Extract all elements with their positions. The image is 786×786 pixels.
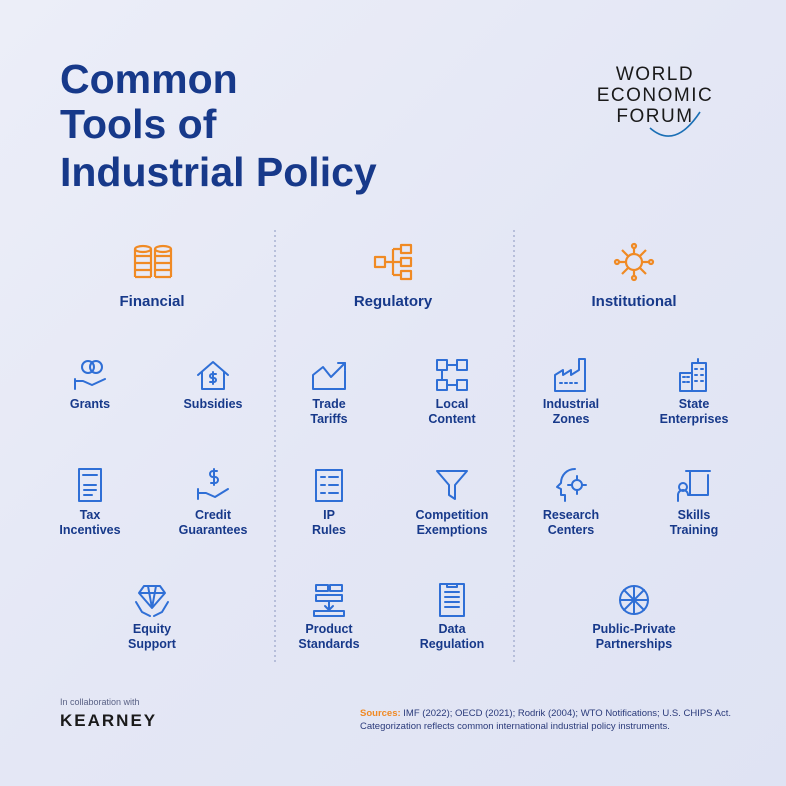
tool-icon xyxy=(78,468,102,502)
tool-label: IP xyxy=(323,508,335,522)
icon-shape xyxy=(209,468,219,486)
icon-shape xyxy=(320,476,339,494)
logo-text: ECONOMIC xyxy=(597,85,714,106)
tool-label: Competition xyxy=(416,508,489,522)
tool-icon xyxy=(312,362,346,390)
tool-label: Industrial xyxy=(543,397,599,411)
tool-label: Support xyxy=(128,637,177,651)
title-line: Tools of xyxy=(60,101,217,147)
tool-label: State xyxy=(679,397,710,411)
tool-icon xyxy=(556,468,587,502)
note: Categorization reflects common internati… xyxy=(360,721,670,732)
icon-shape xyxy=(439,583,465,617)
icon-shape xyxy=(567,475,587,495)
icon-shape xyxy=(312,362,346,390)
tool-label: Product xyxy=(305,622,353,636)
column-heading: Institutional xyxy=(592,293,677,310)
tool-label: Tariffs xyxy=(310,412,347,426)
sources-label: Sources: xyxy=(360,708,401,719)
tool-icon xyxy=(74,360,106,390)
tool-label: Public-Private xyxy=(592,622,675,636)
tool-icon xyxy=(135,585,169,617)
regulatory-icon xyxy=(373,243,413,281)
logo-arc xyxy=(649,111,701,137)
icon-shape xyxy=(677,489,697,502)
tool-label: Enterprises xyxy=(660,412,729,426)
tool-icon xyxy=(436,359,468,391)
icon-shape xyxy=(685,470,711,496)
tool-icon xyxy=(315,469,343,502)
tool-label: Content xyxy=(428,412,476,426)
icon-shape xyxy=(444,583,460,608)
icon-shape xyxy=(337,362,346,371)
tool-label: Research xyxy=(543,508,599,522)
icon-shape xyxy=(74,378,106,390)
tool-label: Training xyxy=(670,523,719,537)
tool-label: Equity xyxy=(133,622,171,636)
column-heading: Regulatory xyxy=(354,293,433,310)
tool-label: Rules xyxy=(312,523,346,537)
tool-label: Credit xyxy=(195,508,232,522)
tool-label: Partnerships xyxy=(596,637,672,651)
icon-shape xyxy=(313,610,345,617)
icon-shape xyxy=(89,360,103,374)
tool-icon xyxy=(197,361,229,390)
tool-icon xyxy=(439,583,465,617)
icon-shape xyxy=(82,474,98,496)
icon-shape xyxy=(81,360,95,374)
financial-icon xyxy=(133,244,173,279)
tool-icon xyxy=(679,358,707,392)
title-line: Industrial Policy xyxy=(60,149,377,195)
tool-icon xyxy=(619,585,649,615)
tool-label: Exemptions xyxy=(417,523,488,537)
icon-shape xyxy=(135,601,169,617)
sources-text: IMF (2022); OECD (2021); Rodrik (2004); … xyxy=(403,708,731,719)
tool-label: Local xyxy=(436,397,469,411)
tool-label: Incentives xyxy=(59,523,120,537)
icon-shape xyxy=(619,585,649,615)
icon-shape xyxy=(197,488,229,500)
icon-shape xyxy=(78,468,102,502)
tool-label: Zones xyxy=(553,412,590,426)
icon-shape xyxy=(441,364,458,386)
icon-shape xyxy=(436,470,468,500)
collaboration: In collaboration with xyxy=(60,697,140,707)
tool-icon xyxy=(197,468,229,500)
tool-label: Tax xyxy=(80,508,101,522)
tool-label: Guarantees xyxy=(179,523,248,537)
tool-label: Regulation xyxy=(420,637,485,651)
icon-shape xyxy=(554,358,586,392)
icon-shape xyxy=(315,584,329,592)
tool-icon xyxy=(554,358,586,392)
tool-label: Standards xyxy=(298,637,359,651)
icon-shape xyxy=(315,469,343,502)
icon-shape xyxy=(138,585,166,609)
sources: Sources: IMF (2022); OECD (2021); Rodrik… xyxy=(360,708,731,719)
icon-shape xyxy=(329,584,343,592)
tool-label: Data xyxy=(438,622,466,636)
partner: KEARNEY xyxy=(60,711,157,730)
tool-icon xyxy=(677,470,711,502)
icon-shape xyxy=(209,371,217,385)
title-line: Common xyxy=(60,56,238,102)
tool-label: Grants xyxy=(70,397,110,411)
tool-label: Skills xyxy=(678,508,711,522)
logo-text: WORLD xyxy=(616,64,694,85)
icon-shape xyxy=(682,358,704,383)
icon-shape xyxy=(556,468,576,502)
tool-icon xyxy=(436,470,468,500)
tool-label: Trade xyxy=(312,397,345,411)
tool-icon xyxy=(313,584,345,617)
logo-text: FORUM xyxy=(616,106,693,127)
column-heading: Financial xyxy=(119,293,184,310)
institutional-icon xyxy=(613,242,655,282)
tool-label: Centers xyxy=(548,523,595,537)
icon-shape xyxy=(197,361,229,390)
tool-label: Subsidies xyxy=(183,397,242,411)
